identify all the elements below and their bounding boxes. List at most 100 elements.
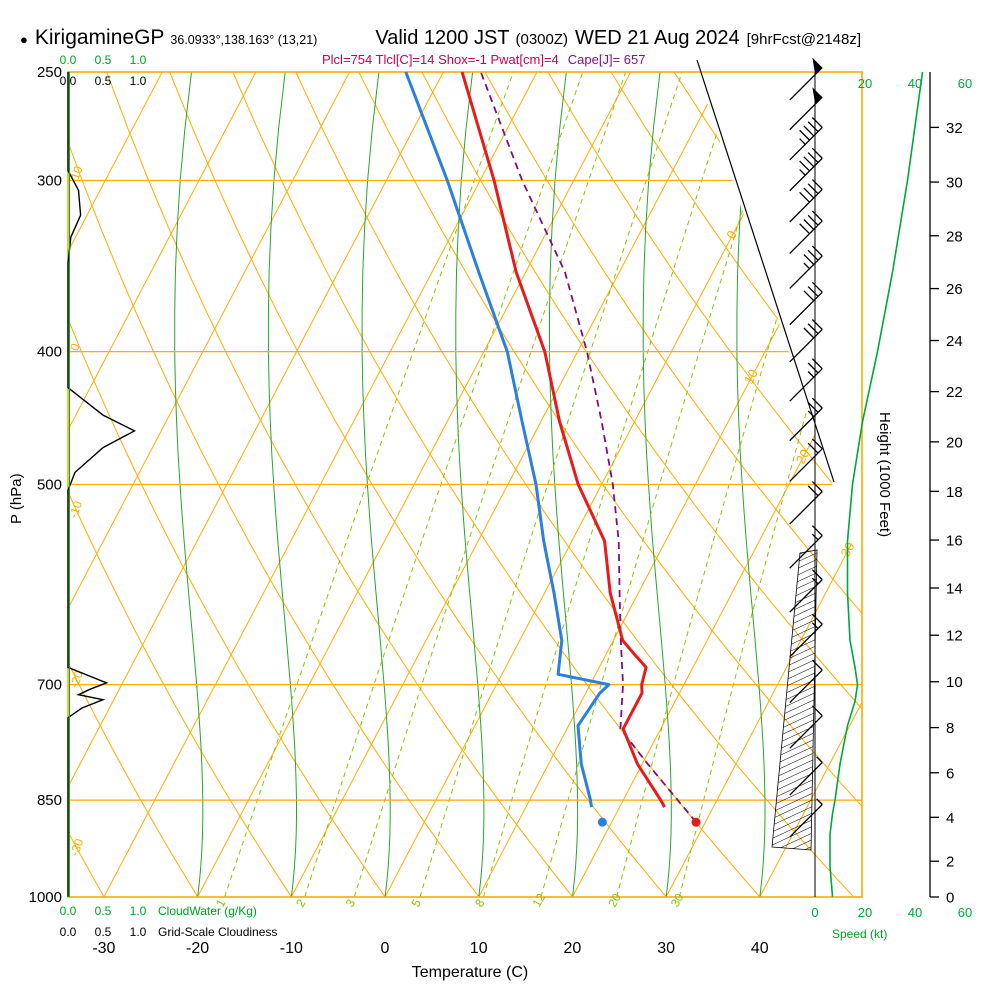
wind-barb: [789, 319, 823, 363]
pressure-tick-label: 500: [37, 476, 62, 493]
dry-adiabat-label: 10: [68, 164, 86, 182]
temp-tick-label: 0: [381, 940, 390, 957]
dry-adiabat-line: [547, 72, 862, 897]
sounding-indices: Plcl=754 Tlcl[C]=14 Shox=-1 Pwat[cm]=4 C…: [322, 52, 645, 67]
temp-tick-label: -10: [280, 940, 303, 957]
speed-tick-label-bottom: 0: [811, 905, 818, 920]
dry-adiabat-line: [68, 72, 199, 897]
cloudiness-profile: [67, 72, 137, 897]
wind-barb: [789, 397, 823, 442]
temp-tick-label: -20: [186, 940, 209, 957]
scale-tick: 1.0: [129, 925, 147, 939]
moist-adiabat-line: [642, 72, 672, 897]
moist-adiabat-line: [267, 72, 297, 897]
scale-tick: 1.0: [129, 74, 147, 88]
height-tick-label: 24: [946, 333, 963, 350]
cloudiness-label: Grid-Scale Cloudiness: [158, 925, 278, 939]
moist-adiabat-line: [455, 72, 485, 897]
isotherm-line: [665, 72, 862, 897]
wind-barb-column: [771, 57, 823, 851]
dry-adiabat-label: -30: [67, 836, 86, 857]
wind-barb: [789, 798, 823, 838]
plot-border: [67, 71, 863, 898]
wind-barb: [789, 210, 823, 254]
dry-adiabat-label: 0: [67, 341, 83, 352]
dewpoint-profile-line: [404, 71, 611, 808]
isotherm-line: [68, 72, 163, 897]
height-tick-label: 28: [946, 228, 963, 245]
height-tick-label: 20: [946, 434, 963, 451]
mixing-ratio-line: [304, 72, 584, 897]
dry-adiabat-line: [169, 72, 667, 897]
dry-adiabat-line: [358, 72, 862, 897]
dry-adiabat-label: -10: [66, 499, 85, 520]
height-tick-label: 12: [946, 628, 963, 645]
scale-tick: 0.0: [59, 74, 77, 88]
mixing-ratio-line: [224, 72, 514, 897]
wind-barb: [789, 57, 823, 101]
wind-barb: [789, 245, 823, 289]
cloudwater-label: CloudWater (g/Kg): [158, 904, 257, 918]
valid-time: Valid 1200 JST: [375, 27, 510, 49]
speed-tick-label-bottom: 60: [958, 905, 972, 920]
mixing-ratio-line: [483, 72, 738, 897]
grid-cut-line: [696, 59, 835, 483]
pressure-tick-label: 850: [37, 792, 62, 809]
scale-tick: 1.0: [129, 53, 147, 67]
mixing-ratio-label: 12: [529, 891, 548, 910]
pressure-tick-label: 1000: [29, 889, 62, 906]
wind-barb: [789, 358, 823, 402]
height-tick-label: 10: [946, 674, 963, 691]
wind-barb: [789, 117, 823, 161]
title-bar: ● KirigamineGP 36.0933°,138.163° (13,21)…: [20, 26, 861, 50]
height-tick-label: 4: [946, 810, 954, 827]
height-tick-label: 16: [946, 533, 963, 550]
parcel-profile-line: [479, 71, 697, 823]
height-tick-label: 22: [946, 384, 963, 401]
wind-barb: [789, 281, 823, 326]
surface-dewpoint-dot: [597, 817, 607, 827]
dry-adiabat-line: [106, 72, 573, 897]
mixing-ratio-label: 8: [472, 896, 488, 909]
speed-tick-label-top: 40: [908, 76, 922, 91]
forecast-hour: [9hrFcst@2148z]: [746, 31, 862, 48]
height-tick-label: 8: [946, 720, 954, 737]
speed-tick-label-top: 60: [958, 76, 972, 91]
sounding-profiles: [67, 71, 924, 897]
height-tick-label: 6: [946, 765, 954, 782]
valid-date: WED 21 Aug 2024: [575, 27, 740, 49]
isotherm-line: [68, 72, 257, 897]
wind-barb: [789, 659, 823, 704]
isotherm-label: 10: [741, 367, 761, 387]
wind-barb: [789, 147, 823, 192]
wind-barb: [789, 87, 823, 131]
height-tick-label: 2: [946, 854, 954, 871]
moist-adiabat-line: [174, 72, 204, 897]
isotherm-line: [759, 72, 862, 897]
height-tick-label: 32: [946, 120, 963, 137]
mixing-ratio-line: [419, 72, 683, 897]
scale-tick: 0.5: [94, 53, 112, 67]
station-bullet-icon: ●: [20, 32, 28, 47]
height-tick-label: 26: [946, 281, 963, 298]
temp-tick-label: 20: [564, 940, 582, 957]
scale-tick: 0.0: [59, 925, 77, 939]
mixing-ratio-line: [353, 72, 627, 897]
pressure-tick-label: 700: [37, 677, 62, 694]
dry-adiabat-label: -20: [67, 668, 86, 689]
speed-tick-label-bottom: 40: [908, 905, 922, 920]
pressure-tick-label: 250: [37, 64, 62, 81]
mixing-ratio-label: 2: [293, 896, 309, 909]
wind-barb: [789, 525, 823, 569]
dry-adiabat-line: [610, 72, 862, 897]
hatched-cloud-layer: [771, 549, 818, 851]
height-tick-label: 30: [946, 175, 963, 192]
wind-barb: [789, 438, 823, 482]
height-tick-label: 18: [946, 484, 963, 501]
station-coords: 36.0933°,138.163° (13,21): [170, 33, 318, 47]
temp-axis-label: Temperature (C): [411, 964, 529, 981]
temp-tick-label: -30: [92, 940, 115, 957]
dry-adiabat-line: [421, 72, 862, 897]
